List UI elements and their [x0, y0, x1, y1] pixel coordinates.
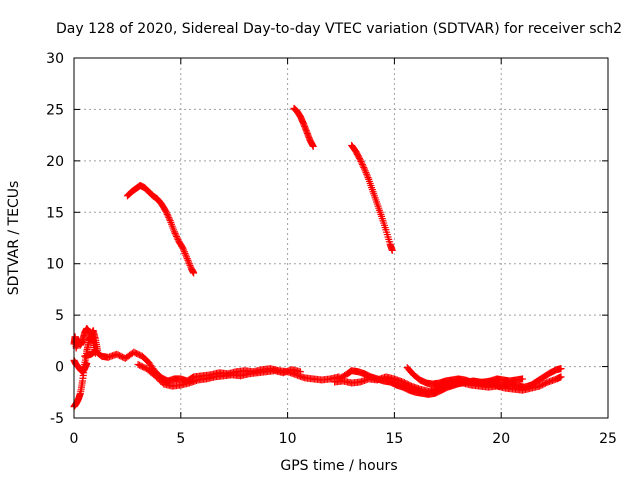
data-point [162, 207, 170, 215]
data-point [557, 373, 565, 381]
x-tick-label: 25 [599, 431, 617, 447]
data-point [296, 368, 304, 376]
data-point [181, 249, 189, 257]
data-point [182, 253, 190, 261]
y-tick-label: 5 [55, 308, 64, 324]
data-point [359, 162, 367, 170]
data-point [183, 255, 191, 263]
data-point [357, 157, 365, 165]
data-point [173, 232, 181, 240]
y-tick-label: 15 [46, 205, 64, 221]
series-arc-3 [348, 141, 396, 254]
series-mid-band-3 [403, 364, 527, 388]
x-tick-labels: 0 5 10 15 20 25 [70, 431, 617, 447]
data-point [164, 212, 172, 220]
data-point [361, 167, 369, 175]
data-point [180, 246, 188, 254]
data-point [171, 229, 179, 237]
y-axis-title: SDTVAR / TECUs [6, 181, 22, 296]
chart-title: Day 128 of 2020, Sidereal Day-to-day VTE… [56, 21, 622, 37]
axis-ticks [73, 57, 609, 419]
y-tick-label: 25 [46, 102, 64, 118]
data-point [309, 142, 317, 150]
data-point [364, 174, 372, 182]
data-point [163, 209, 171, 217]
y-tick-labels: -5 0 5 10 15 20 25 30 [46, 51, 64, 427]
data-point [185, 258, 193, 266]
grid-lines [74, 58, 608, 418]
data-point [190, 269, 198, 277]
y-tick-label: 10 [46, 257, 64, 273]
data-point [165, 215, 173, 223]
data-point [179, 244, 187, 252]
series-arc-1 [123, 182, 198, 277]
data-point [356, 156, 364, 164]
data-point [165, 213, 173, 221]
x-axis-title: GPS time / hours [280, 458, 397, 474]
y-tick-label: 0 [55, 360, 64, 376]
data-point [388, 246, 396, 254]
data-point [186, 261, 194, 269]
y-tick-label: -5 [50, 411, 64, 427]
x-tick-label: 20 [492, 431, 510, 447]
x-tick-label: 5 [176, 431, 185, 447]
data-point [163, 210, 171, 218]
x-tick-label: 10 [279, 431, 297, 447]
data-point [358, 160, 366, 168]
data-point [182, 251, 190, 259]
data-point [363, 170, 371, 178]
data-point [362, 169, 370, 177]
series-early-spike [70, 325, 101, 354]
x-tick-label: 0 [70, 431, 79, 447]
data-point [363, 172, 371, 180]
data-point [170, 228, 178, 236]
data-point [172, 231, 180, 239]
data-point [519, 375, 527, 383]
x-tick-label: 15 [385, 431, 403, 447]
series-low-band-2 [134, 361, 304, 390]
data-point [185, 260, 193, 268]
data-point [360, 165, 368, 173]
series-arc-2 [290, 104, 317, 150]
series-mid-band-2 [331, 373, 565, 395]
y-tick-label: 30 [46, 51, 64, 67]
data-point [184, 256, 192, 264]
data-point [557, 365, 565, 373]
data-point [358, 159, 366, 167]
data-points [70, 104, 565, 411]
data-point [180, 248, 188, 256]
data-point [83, 359, 91, 367]
data-point [360, 164, 368, 172]
plot-frame [73, 57, 609, 419]
y-tick-label: 20 [46, 154, 64, 170]
data-point [173, 234, 181, 242]
